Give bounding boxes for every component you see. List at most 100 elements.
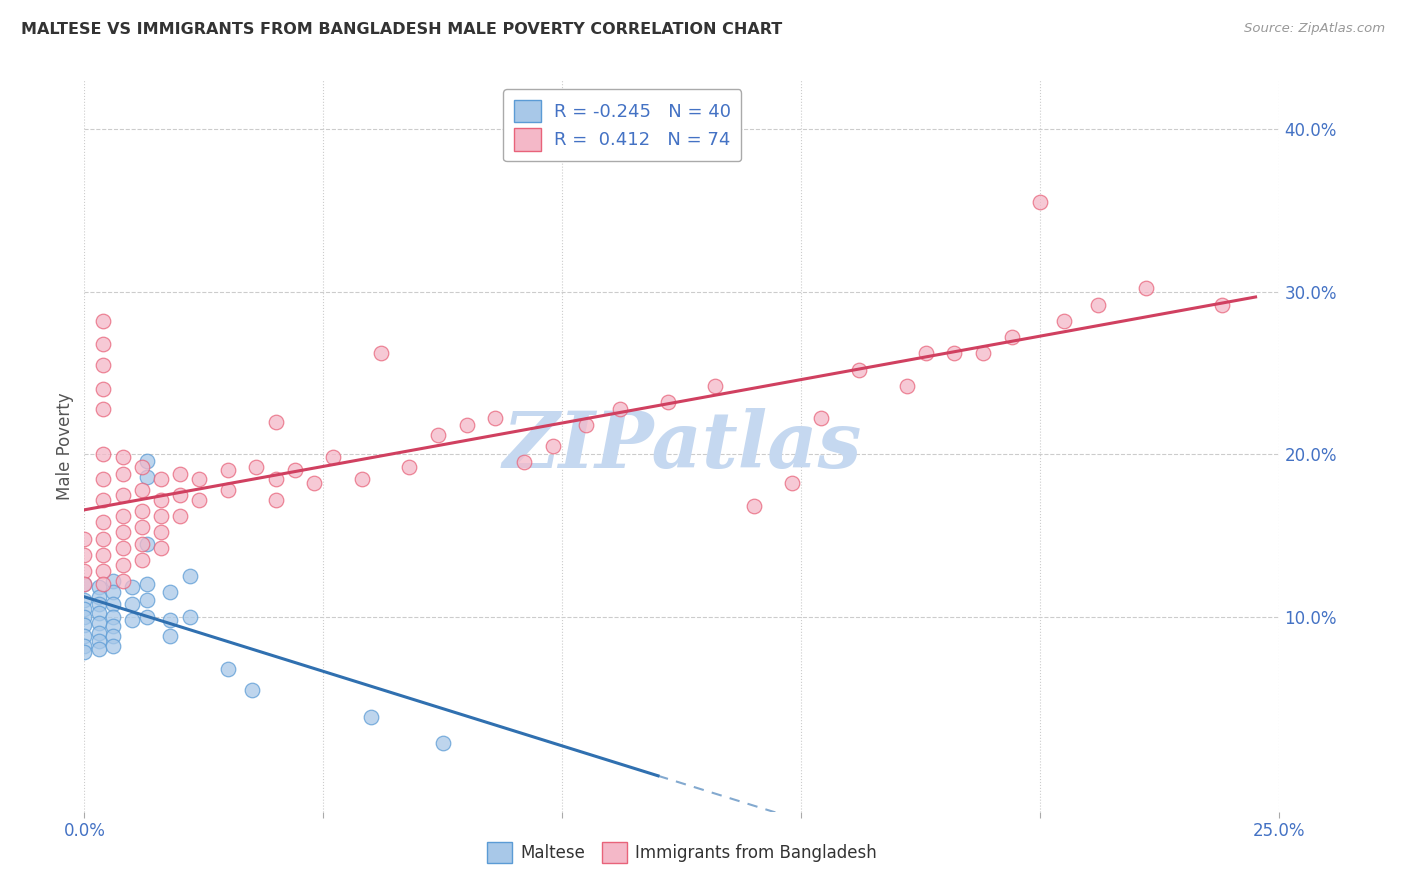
Point: [73, 593, 96, 607]
Point: [135, 577, 157, 591]
Point: [159, 629, 181, 643]
Point: [131, 536, 153, 550]
Point: [73, 639, 96, 653]
Point: [541, 439, 564, 453]
Point: [121, 613, 143, 627]
Point: [657, 395, 679, 409]
Point: [73, 609, 96, 624]
Point: [810, 411, 832, 425]
Point: [360, 710, 382, 724]
Point: [240, 682, 263, 697]
Point: [101, 574, 124, 588]
Point: [73, 629, 96, 643]
Point: [609, 401, 631, 416]
Point: [93, 314, 115, 328]
Point: [780, 476, 803, 491]
Point: [101, 639, 124, 653]
Point: [111, 574, 134, 588]
Point: [169, 467, 191, 481]
Point: [87, 607, 110, 621]
Text: MALTESE VS IMMIGRANTS FROM BANGLADESH MALE POVERTY CORRELATION CHART: MALTESE VS IMMIGRANTS FROM BANGLADESH MA…: [21, 22, 782, 37]
Point: [93, 532, 115, 546]
Point: [704, 379, 727, 393]
Point: [1001, 330, 1024, 344]
Point: [322, 450, 344, 465]
Point: [149, 541, 172, 556]
Point: [87, 634, 110, 648]
Point: [101, 597, 124, 611]
Point: [169, 508, 191, 523]
Point: [73, 564, 96, 578]
Point: [264, 471, 287, 485]
Point: [101, 619, 124, 633]
Point: [93, 564, 115, 578]
Point: [484, 411, 506, 425]
Point: [73, 617, 96, 632]
Point: [93, 401, 115, 416]
Point: [93, 382, 115, 396]
Point: [87, 642, 110, 657]
Point: [264, 415, 287, 429]
Point: [101, 585, 124, 599]
Point: [93, 492, 115, 507]
Point: [93, 336, 115, 351]
Point: [111, 558, 134, 572]
Point: [101, 609, 124, 624]
Point: [217, 463, 239, 477]
Point: [101, 629, 124, 643]
Point: [398, 460, 420, 475]
Point: [159, 613, 181, 627]
Point: [350, 471, 373, 485]
Point: [131, 504, 153, 518]
Point: [513, 455, 536, 469]
Point: [742, 499, 765, 513]
Point: [87, 597, 110, 611]
Point: [73, 601, 96, 615]
Point: [87, 626, 110, 640]
Point: [1087, 297, 1109, 311]
Point: [245, 460, 267, 475]
Point: [131, 553, 153, 567]
Point: [135, 453, 157, 467]
Point: [432, 736, 454, 750]
Point: [87, 616, 110, 631]
Point: [111, 488, 134, 502]
Text: ZIPatlas: ZIPatlas: [502, 408, 862, 484]
Point: [179, 569, 201, 583]
Point: [169, 488, 191, 502]
Point: [131, 520, 153, 534]
Point: [135, 536, 157, 550]
Point: [848, 362, 870, 376]
Point: [302, 476, 325, 491]
Point: [149, 525, 172, 540]
Point: [896, 379, 918, 393]
Point: [217, 662, 239, 676]
Point: [943, 346, 966, 360]
Point: [73, 548, 96, 562]
Point: [93, 548, 115, 562]
Point: [73, 532, 96, 546]
Point: [111, 467, 134, 481]
Point: [121, 597, 143, 611]
Point: [73, 577, 96, 591]
Point: [111, 541, 134, 556]
Point: [284, 463, 307, 477]
Point: [217, 483, 239, 497]
Point: [93, 516, 115, 530]
Point: [159, 585, 181, 599]
Point: [93, 471, 115, 485]
Point: [575, 417, 598, 432]
Point: [87, 581, 110, 595]
Point: [370, 346, 392, 360]
Point: [93, 447, 115, 461]
Point: [135, 470, 157, 484]
Point: [131, 483, 153, 497]
Point: [1135, 281, 1157, 295]
Point: [179, 609, 201, 624]
Point: [87, 590, 110, 604]
Point: [914, 346, 936, 360]
Point: [111, 450, 134, 465]
Point: [188, 471, 211, 485]
Point: [264, 492, 287, 507]
Y-axis label: Male Poverty: Male Poverty: [56, 392, 75, 500]
